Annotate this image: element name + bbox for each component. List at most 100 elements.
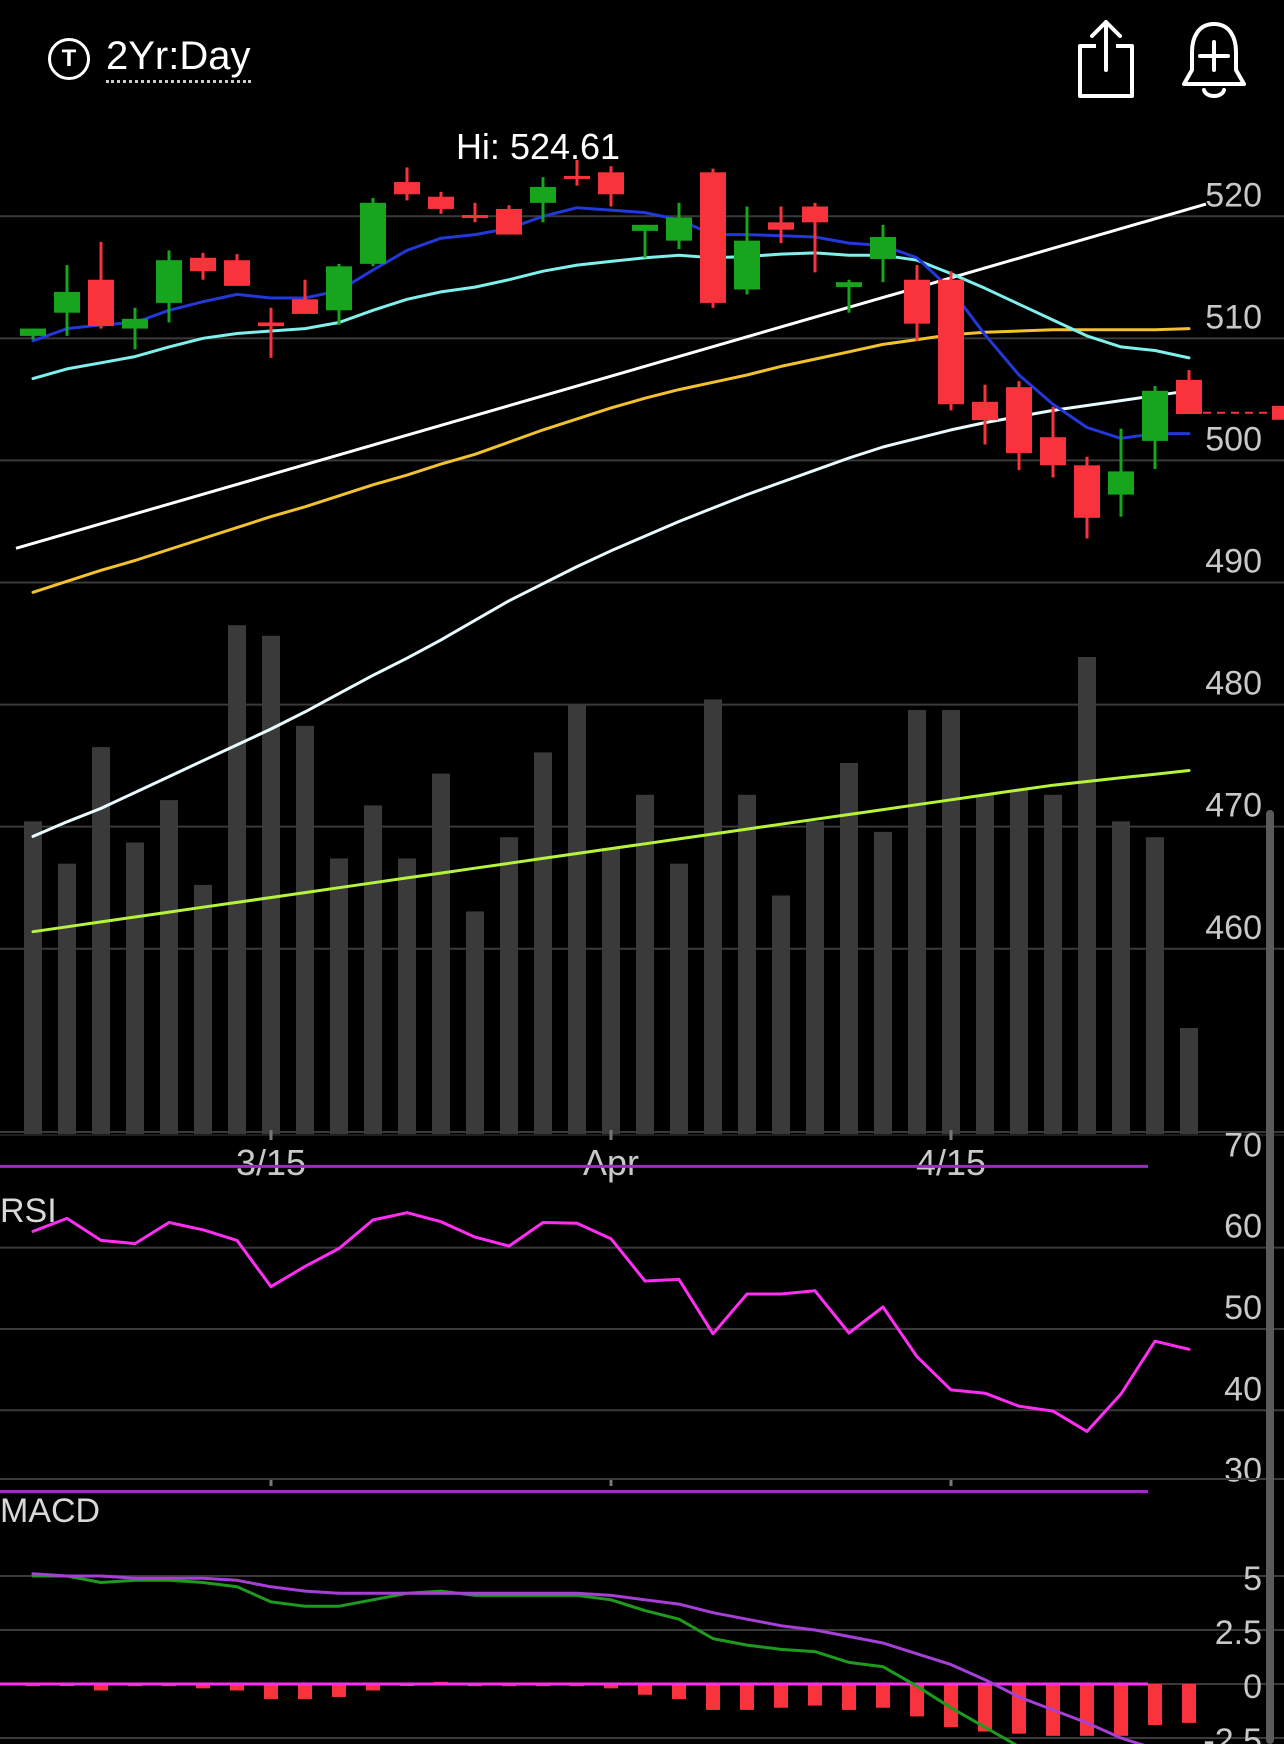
volume-bar [330, 858, 348, 1134]
candle-body [360, 202, 386, 264]
candle-body [292, 299, 318, 314]
candle [360, 197, 386, 267]
candle-body [972, 401, 998, 421]
candle [258, 307, 284, 358]
candle-body [462, 215, 488, 219]
candle [190, 252, 216, 280]
macd-signal-line [31, 1572, 1145, 1744]
volume-bar [58, 863, 76, 1134]
candle [598, 166, 624, 207]
candle [1006, 381, 1032, 471]
volume-bar [1112, 821, 1130, 1134]
macd-tick-label: 0 [1243, 1668, 1262, 1706]
share-icon[interactable] [1076, 18, 1138, 104]
macd-hist-bar [706, 1684, 720, 1710]
price-tick-label: 480 [1205, 665, 1262, 703]
macd-hist-bar [264, 1684, 278, 1700]
candle [666, 202, 692, 250]
volume-bar [704, 699, 722, 1134]
macd-hist-bar [842, 1684, 856, 1710]
timeframe-icon[interactable]: T [48, 38, 90, 80]
candle [700, 168, 726, 308]
macd-hist-bar [196, 1684, 210, 1689]
candle-body [20, 328, 46, 336]
candle-body [870, 237, 896, 259]
macd-tick-label: 2.5 [1215, 1614, 1262, 1652]
volume-bar [500, 837, 518, 1134]
ma-mid-line [31, 251, 1191, 381]
rsi-tick-label: 40 [1224, 1370, 1262, 1408]
macd-hist-bar [1148, 1684, 1162, 1726]
macd-hist-bar [740, 1684, 754, 1710]
macd-hist-bar [298, 1684, 312, 1700]
price-panel: 520 510 500 490 480 470 460 Hi: 524.61 3/15 Apr 4/… [0, 126, 1284, 1486]
macd-hist-bar [230, 1684, 244, 1691]
candle-body [428, 196, 454, 209]
candle-body [258, 322, 284, 327]
candle-body [1074, 465, 1100, 518]
candle [496, 205, 522, 235]
rsi-panel: RSI 70 60 50 40 30 [0, 1126, 1284, 1494]
rsi-tick-label: 70 [1224, 1126, 1262, 1164]
candle-body [394, 182, 420, 195]
price-tick-label: 500 [1205, 420, 1262, 458]
rsi-tick-label: 60 [1224, 1208, 1262, 1246]
macd-hist-bar [638, 1684, 652, 1695]
ma-short-line [31, 206, 1191, 440]
ma-200-line [31, 769, 1191, 934]
candle-body [190, 257, 216, 272]
current-price-marker [1272, 405, 1284, 420]
timeframe-selector[interactable]: 2Yr:Day [106, 32, 251, 83]
macd-tick-label: 5 [1243, 1560, 1262, 1598]
price-tick-label: 470 [1205, 787, 1262, 825]
macd-hist-bar [1114, 1684, 1128, 1736]
candle-body [122, 318, 148, 329]
volume-bar [160, 800, 178, 1134]
candle [20, 328, 46, 340]
candle-body [1040, 437, 1066, 466]
candle-body [224, 260, 250, 286]
candle-body [54, 291, 80, 313]
macd-hist-bar [366, 1684, 380, 1691]
volume-bar [670, 863, 688, 1134]
date-tick-label: 3/15 [236, 1142, 306, 1183]
macd-panel: MACD 5 2.5 0 -2.5 [0, 1492, 1284, 1744]
macd-line [31, 1574, 1018, 1744]
rsi-tick-label: 30 [1224, 1452, 1262, 1490]
candle [122, 307, 148, 350]
candle [836, 279, 862, 313]
volume-bar [874, 831, 892, 1134]
candle-body [496, 208, 522, 235]
candle-body [1006, 387, 1032, 454]
candle [564, 159, 590, 186]
candle [734, 206, 760, 295]
volume-bar [364, 805, 382, 1134]
macd-hist-bar [604, 1684, 618, 1689]
volume-bar [568, 704, 586, 1134]
candle-body [564, 175, 590, 179]
macd-hist-bar [774, 1684, 788, 1708]
candle [88, 241, 114, 329]
candle-body [666, 217, 692, 241]
candle-body [598, 172, 624, 195]
volume-bar [296, 725, 314, 1134]
price-tick-label: 490 [1205, 543, 1262, 581]
date-tick-label: 4/15 [916, 1142, 986, 1183]
ma-100-line [31, 389, 1191, 838]
volume-bar [738, 794, 756, 1134]
volume-bar [636, 794, 654, 1134]
bell-plus-icon[interactable] [1178, 18, 1250, 104]
candle [156, 250, 182, 323]
candle [632, 224, 658, 258]
candle-body [802, 206, 828, 223]
rsi-line [31, 1211, 1191, 1433]
macd-hist-bar [910, 1684, 924, 1717]
candle [938, 271, 964, 411]
volume-bar [398, 858, 416, 1134]
candle [1142, 385, 1168, 469]
volume-bar [194, 884, 212, 1134]
ma-50-line [31, 327, 1191, 594]
volume-bar [908, 710, 926, 1134]
macd-tick-label: -2.5 [1203, 1722, 1262, 1744]
